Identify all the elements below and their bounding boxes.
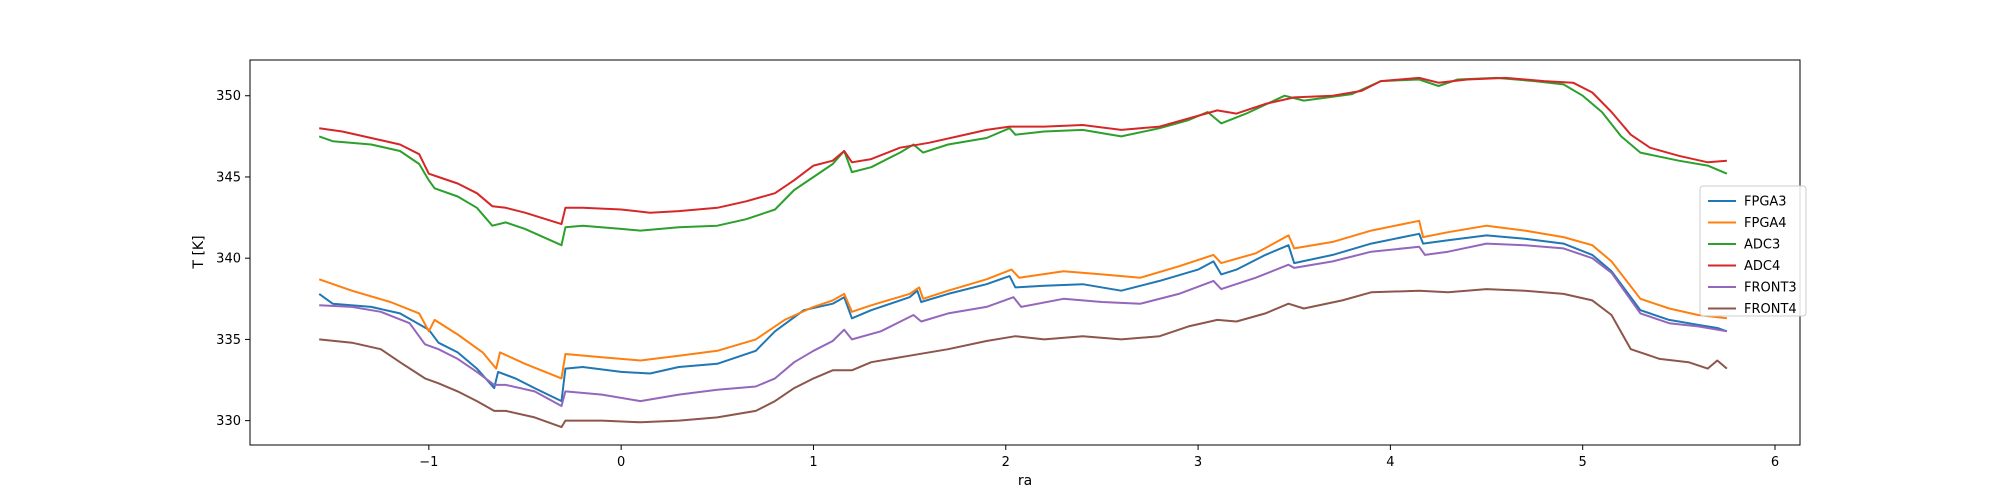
series-layer xyxy=(318,76,1728,429)
series-line-front3 xyxy=(319,242,1728,407)
y-axis-label: T [K] xyxy=(191,235,207,269)
series-line-adc3 xyxy=(318,76,1728,247)
legend-label-fpga4: FPGA4 xyxy=(1744,216,1787,231)
legend-label-adc3: ADC3 xyxy=(1744,238,1780,253)
y-axis: 330 335 340 345 350 xyxy=(216,89,250,429)
x-tick-label: 0 xyxy=(617,455,625,470)
x-tick-label: 1 xyxy=(809,455,817,470)
legend-label-adc4: ADC4 xyxy=(1744,259,1780,274)
x-axis: −1 0 1 2 3 4 5 6 xyxy=(419,445,1779,470)
x-tick-label: 6 xyxy=(1771,455,1779,470)
x-tick-label: −1 xyxy=(419,455,438,470)
x-tick-label: 5 xyxy=(1579,455,1587,470)
legend-box xyxy=(1699,185,1807,317)
legend: FPGA3 FPGA4 ADC3 ADC4 FRONT3 FRONT4 xyxy=(1699,185,1807,317)
y-tick-label: 350 xyxy=(216,89,241,104)
y-tick-label: 345 xyxy=(216,170,241,185)
plot-frame xyxy=(249,59,1801,446)
x-tick-label: 2 xyxy=(1002,455,1010,470)
y-tick-label: 330 xyxy=(216,414,241,429)
legend-label-fpga3: FPGA3 xyxy=(1744,195,1787,210)
x-axis-label: ra xyxy=(1018,473,1032,489)
x-tick-label: 3 xyxy=(1194,455,1202,470)
series-line-fpga3 xyxy=(318,232,1728,403)
series-line-adc4 xyxy=(319,76,1727,226)
legend-label-front3: FRONT3 xyxy=(1744,281,1797,296)
x-tick-label: 4 xyxy=(1386,455,1394,470)
y-tick-label: 335 xyxy=(216,333,241,348)
legend-label-front4: FRONT4 xyxy=(1744,302,1797,317)
y-tick-label: 340 xyxy=(216,252,241,267)
series-line-front4 xyxy=(319,288,1728,429)
series-line-fpga4 xyxy=(318,219,1728,380)
